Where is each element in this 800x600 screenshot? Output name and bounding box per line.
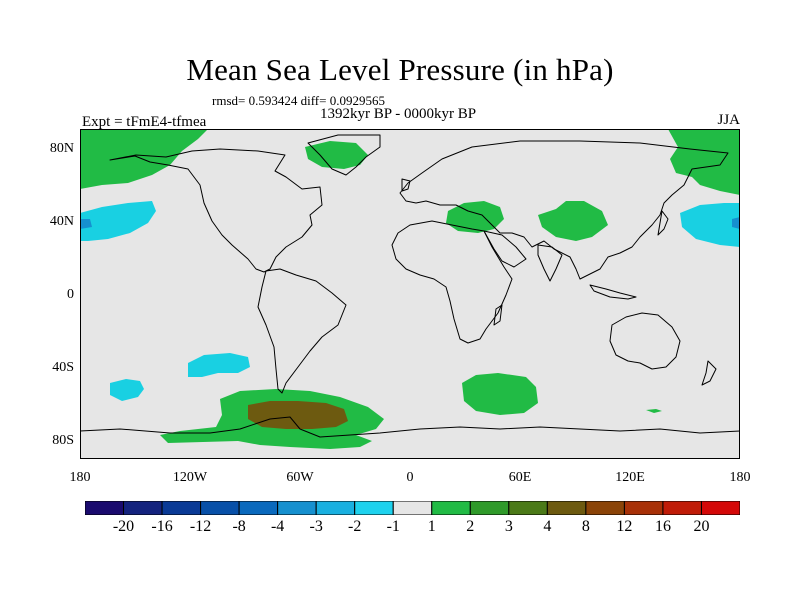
colorbar-swatch (277, 501, 317, 515)
lon-label-0: 0 (406, 470, 414, 485)
north-america-coast (109, 148, 323, 273)
colorbar-swatch (431, 501, 471, 515)
colorbar-tick-label: 4 (543, 518, 552, 535)
antarctic-peninsula-strong-anomaly (248, 401, 348, 429)
lon-label-180w: 180 (69, 470, 91, 485)
lat-label-40s: 40S (52, 360, 74, 375)
colorbar-swatch (200, 501, 240, 515)
north-pacific-west-anomaly (80, 201, 156, 241)
world-map (80, 129, 740, 459)
colorbar-tick-label: 12 (616, 518, 633, 535)
colorbar-tick-label: 8 (581, 518, 590, 535)
arctic-canada-anomaly (80, 129, 208, 189)
colorbar-swatch (469, 501, 510, 515)
south-america-coast (257, 268, 347, 394)
colorbar-tick-label: 16 (654, 518, 671, 535)
period-label: 1392kyr BP - 0000kyr BP (320, 106, 477, 122)
colorbar-swatch (700, 501, 740, 515)
colorbar-tick-label: -16 (151, 518, 173, 535)
japan-coast (657, 210, 669, 236)
colorbar-tick-label: -20 (112, 518, 135, 535)
indonesia-coast (589, 284, 637, 300)
colorbar-swatch (123, 501, 163, 515)
australia-coast (609, 312, 681, 370)
colorbar-tick-label: 2 (466, 518, 475, 535)
colorbar-tick-label: 3 (504, 518, 513, 535)
colorbar-swatch (662, 501, 702, 515)
north-pacific-east-core (732, 217, 740, 229)
greenland-anomaly (305, 141, 368, 169)
page-title: Mean Sea Level Pressure (in hPa) (186, 52, 614, 87)
madagascar-coast (493, 304, 503, 326)
lon-label-180e: 180 (729, 470, 751, 485)
colorbar-tick-label: 1 (427, 518, 436, 535)
colorbar-tick-label: -2 (348, 518, 362, 535)
lat-label-40n: 40N (49, 214, 74, 229)
colorbar-swatch (161, 501, 202, 515)
colorbar-swatch (392, 501, 433, 515)
small-pacific-anomaly (646, 409, 662, 413)
mediterranean-anomaly (446, 201, 504, 233)
indian-ocean-anomaly (462, 373, 538, 415)
north-pacific-west-core (80, 219, 92, 229)
colorbar-swatch (508, 501, 548, 515)
colorbar-tick-label: -1 (386, 518, 400, 535)
colorbar-tick-label: 20 (693, 518, 710, 535)
experiment-label: Expt = tFmE4-tfmea (82, 114, 207, 130)
lat-label-80n: 80N (49, 141, 74, 156)
africa-coast (391, 220, 513, 344)
india-coast (537, 244, 563, 282)
colorbar-tick-label: -3 (309, 518, 323, 535)
new-zealand-coast (701, 360, 717, 386)
south-pacific-anomaly (188, 353, 250, 377)
south-pacific-west-anomaly (110, 379, 144, 401)
negative-anomaly-regions (80, 201, 740, 401)
colorbar-swatch (85, 501, 125, 515)
lat-label-0: 0 (67, 287, 74, 302)
map-background (80, 129, 740, 459)
colorbar-swatch (238, 501, 279, 515)
lon-label-60e: 60E (508, 470, 532, 485)
north-pacific-east-anomaly (680, 203, 740, 247)
lon-label-60w: 60W (286, 470, 314, 485)
negative-anomaly-cores (80, 217, 740, 229)
colorbar-tick-label: -8 (232, 518, 246, 535)
colorbar-tick-label: -4 (270, 518, 285, 535)
rmsd-diff-label: rmsd= 0.593424 diff= 0.0929565 (212, 93, 385, 108)
lon-label-120w: 120W (172, 470, 208, 485)
lon-label-120e: 120E (615, 470, 645, 485)
colorbar-swatch (623, 501, 664, 515)
central-asia-anomaly (538, 201, 608, 241)
coastlines (80, 134, 740, 438)
colorbar (85, 501, 740, 515)
greenland-coast (307, 134, 381, 176)
arctic-eurasia-anomaly (668, 129, 740, 195)
colorbar-swatch (546, 501, 587, 515)
colorbar-swatch (585, 501, 625, 515)
colorbar-swatch (354, 501, 394, 515)
europe-asia-coast (399, 140, 729, 280)
lat-label-80s: 80S (52, 433, 74, 448)
season-label: JJA (717, 112, 740, 128)
antarctica-coast (80, 416, 740, 438)
british-isles-coast (401, 178, 411, 192)
arabia-coast (483, 230, 527, 268)
colorbar-tick-label: -12 (189, 518, 212, 535)
colorbar-swatch (315, 501, 356, 515)
map-border (80, 129, 740, 459)
